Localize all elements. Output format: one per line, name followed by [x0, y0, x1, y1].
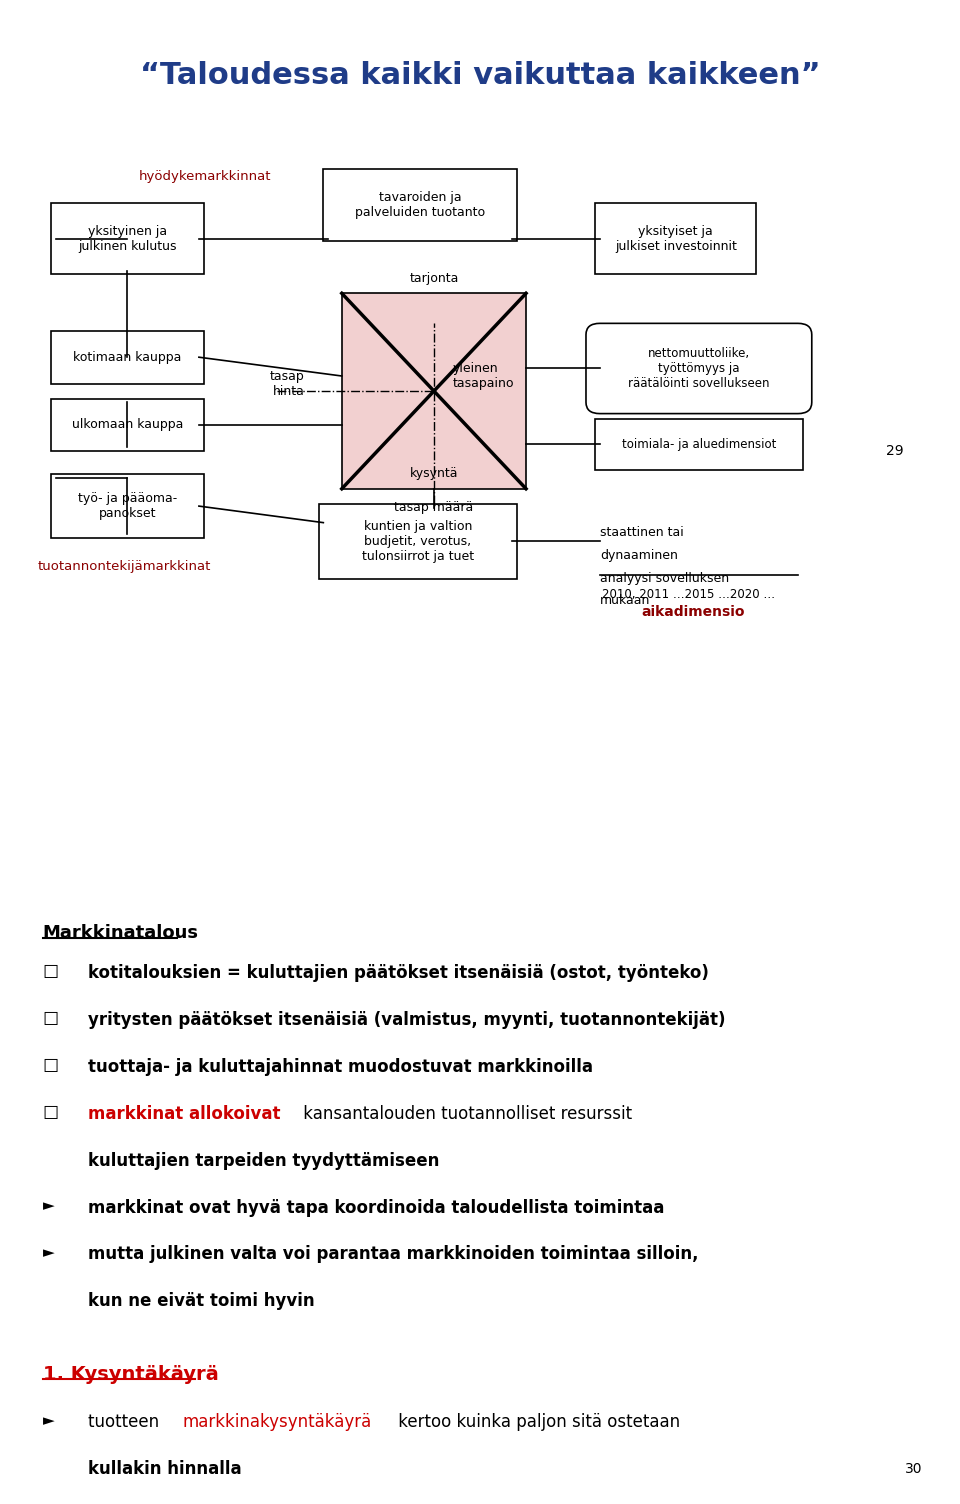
FancyBboxPatch shape [319, 504, 516, 579]
Text: mutta julkinen valta voi parantaa markkinoiden toimintaa silloin,: mutta julkinen valta voi parantaa markki… [87, 1245, 698, 1263]
FancyBboxPatch shape [586, 323, 812, 414]
Text: 30: 30 [904, 1462, 923, 1475]
FancyBboxPatch shape [52, 399, 204, 451]
Text: staattinen tai: staattinen tai [600, 526, 684, 540]
Text: tavaroiden ja
palveluiden tuotanto: tavaroiden ja palveluiden tuotanto [355, 191, 485, 220]
Text: kertoo kuinka paljon sitä ostetaan: kertoo kuinka paljon sitä ostetaan [393, 1414, 680, 1432]
Text: kun ne eivät toimi hyvin: kun ne eivät toimi hyvin [87, 1292, 314, 1310]
Text: 29: 29 [886, 444, 904, 459]
Text: ☐: ☐ [43, 1057, 59, 1075]
Text: tarjonta: tarjonta [409, 272, 459, 284]
Text: tasap määrä: tasap määrä [395, 501, 473, 514]
Text: tasap
hinta: tasap hinta [270, 370, 305, 397]
FancyBboxPatch shape [52, 203, 204, 274]
Text: ►: ► [43, 1199, 55, 1214]
Text: dynaaminen: dynaaminen [600, 549, 678, 562]
Text: kansantalouden tuotannolliset resurssit: kansantalouden tuotannolliset resurssit [299, 1105, 633, 1123]
Text: tuotteen: tuotteen [87, 1414, 164, 1432]
Text: kuluttajien tarpeiden tyydyttämiseen: kuluttajien tarpeiden tyydyttämiseen [87, 1152, 439, 1170]
FancyBboxPatch shape [595, 203, 756, 274]
Text: yleinen
tasapaino: yleinen tasapaino [452, 362, 514, 390]
Text: analyysi sovelluksen: analyysi sovelluksen [600, 572, 729, 585]
Text: työ- ja pääoma-
panokset: työ- ja pääoma- panokset [78, 492, 177, 520]
Text: ►: ► [43, 1414, 55, 1429]
FancyBboxPatch shape [52, 331, 204, 384]
Text: markkinat ovat hyvä tapa koordinoida taloudellista toimintaa: markkinat ovat hyvä tapa koordinoida tal… [87, 1199, 664, 1217]
Text: “Taloudessa kaikki vaikuttaa kaikkeen”: “Taloudessa kaikki vaikuttaa kaikkeen” [140, 60, 820, 90]
FancyBboxPatch shape [342, 293, 526, 489]
Text: ►: ► [43, 1245, 55, 1260]
Text: markkinakysyntäkäyrä: markkinakysyntäkäyrä [182, 1414, 372, 1432]
Text: tuotannontekijämarkkinat: tuotannontekijämarkkinat [37, 559, 211, 573]
Text: yksityiset ja
julkiset investoinnit: yksityiset ja julkiset investoinnit [615, 224, 736, 253]
Text: Markkinatalous: Markkinatalous [43, 923, 199, 942]
Text: kullakin hinnalla: kullakin hinnalla [87, 1460, 241, 1478]
Text: ulkomaan kauppa: ulkomaan kauppa [72, 418, 183, 432]
Text: 1. Kysyntäkäyrä: 1. Kysyntäkäyrä [43, 1364, 219, 1384]
Text: hyödykemarkkinnat: hyödykemarkkinnat [139, 170, 272, 183]
Text: yksityinen ja
julkinen kulutus: yksityinen ja julkinen kulutus [78, 224, 177, 253]
Text: ☐: ☐ [43, 1105, 59, 1123]
Text: toimiala- ja aluedimensiot: toimiala- ja aluedimensiot [622, 438, 776, 451]
Text: 2010, 2011 …2015 …2020 …: 2010, 2011 …2015 …2020 … [602, 588, 775, 602]
FancyBboxPatch shape [52, 474, 204, 537]
Text: aikadimensio: aikadimensio [641, 605, 745, 620]
FancyBboxPatch shape [595, 420, 803, 469]
Text: kotitalouksien = kuluttajien päätökset itsenäisiä (ostot, työnteko): kotitalouksien = kuluttajien päätökset i… [87, 964, 708, 982]
Text: yritysten päätökset itsenäisiä (valmistus, myynti, tuotannontekijät): yritysten päätökset itsenäisiä (valmistu… [87, 1011, 725, 1029]
Text: tuottaja- ja kuluttajahinnat muodostuvat markkinoilla: tuottaja- ja kuluttajahinnat muodostuvat… [87, 1057, 592, 1075]
Text: kysyntä: kysyntä [410, 468, 458, 480]
Text: mukaan: mukaan [600, 594, 650, 608]
Text: kotimaan kauppa: kotimaan kauppa [73, 350, 181, 364]
Text: ☐: ☐ [43, 964, 59, 982]
Text: markkinat allokoivat: markkinat allokoivat [87, 1105, 280, 1123]
Text: nettomuuttoliike,
työttömyys ja
räätälöinti sovellukseen: nettomuuttoliike, työttömyys ja räätälöi… [628, 347, 770, 390]
FancyBboxPatch shape [324, 168, 516, 241]
Text: kuntien ja valtion
budjetit, verotus,
tulonsiirrot ja tuet: kuntien ja valtion budjetit, verotus, tu… [362, 520, 474, 562]
Text: ☐: ☐ [43, 1011, 59, 1029]
